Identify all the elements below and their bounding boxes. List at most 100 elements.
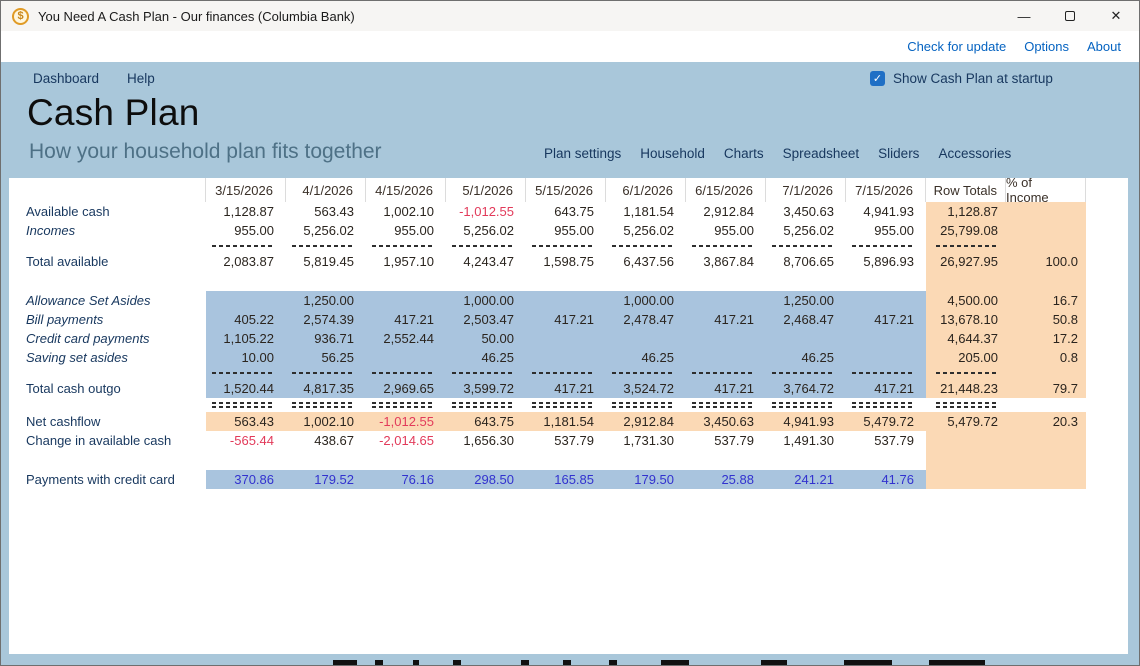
app-window: $ You Need A Cash Plan - Our finances (C… xyxy=(0,0,1140,666)
content-area: 3/15/20264/1/20264/15/20265/1/20265/15/2… xyxy=(1,178,1139,654)
about-link[interactable]: About xyxy=(1087,39,1121,54)
table-cell: 3,764.72 xyxy=(766,379,846,398)
row-date-cells: 1,250.001,000.001,000.001,250.00 xyxy=(206,291,926,310)
coin-dollar-symbol: $ xyxy=(17,10,23,22)
equals-separator xyxy=(936,402,998,407)
maximize-button[interactable] xyxy=(1047,1,1093,31)
dash-separator xyxy=(772,372,834,374)
dash-separator xyxy=(936,372,998,374)
table-cell: 25.88 xyxy=(686,470,766,489)
header-label-cell xyxy=(9,178,206,202)
row-date-cells: 2,083.875,819.451,957.104,243.471,598.75… xyxy=(206,252,926,271)
equals-line xyxy=(852,406,914,408)
dash-separator xyxy=(452,372,514,374)
table-row: Credit card payments1,105.22936.712,552.… xyxy=(9,329,1128,348)
table-row xyxy=(9,240,1128,252)
equals-line xyxy=(532,402,594,404)
table-cell: 955.00 xyxy=(526,221,606,240)
check-for-update-link[interactable]: Check for update xyxy=(907,39,1006,54)
close-icon: ✕ xyxy=(1111,8,1122,24)
band-menu: Dashboard Help xyxy=(33,71,155,86)
table-cell: 298.50 xyxy=(446,470,526,489)
background-window-fragment xyxy=(844,660,892,665)
header-date-cell: 6/15/2026 xyxy=(686,178,766,202)
table-cell: 5,256.02 xyxy=(286,221,366,240)
table-cell xyxy=(206,240,286,252)
header-band: Dashboard Help ✓ Show Cash Plan at start… xyxy=(1,62,1139,178)
equals-line xyxy=(372,402,434,404)
table-cell: 4,243.47 xyxy=(446,252,526,271)
options-link[interactable]: Options xyxy=(1024,39,1069,54)
table-cell: 3,524.72 xyxy=(606,379,686,398)
background-window-fragment xyxy=(375,660,383,665)
dashboard-menu-item[interactable]: Dashboard xyxy=(33,71,99,86)
table-cell xyxy=(686,240,766,252)
dash-separator xyxy=(212,245,274,247)
table-cell xyxy=(526,329,606,348)
table-cell xyxy=(206,398,286,412)
background-window-fragment xyxy=(333,660,357,665)
table-cell xyxy=(526,271,606,291)
checkbox-checked-icon[interactable]: ✓ xyxy=(870,71,885,86)
table-cell xyxy=(846,291,926,310)
equals-separator xyxy=(372,402,434,407)
row-label: Total cash outgo xyxy=(9,379,206,398)
tab-spreadsheet[interactable]: Spreadsheet xyxy=(783,146,860,161)
table-cell: 537.79 xyxy=(686,431,766,450)
table-cell xyxy=(606,450,686,470)
header-date-cell: 4/1/2026 xyxy=(286,178,366,202)
tab-charts[interactable]: Charts xyxy=(724,146,764,161)
row-label: Credit card payments xyxy=(9,329,206,348)
table-cell: 4,941.93 xyxy=(766,412,846,431)
table-cell xyxy=(366,291,446,310)
table-cell xyxy=(366,271,446,291)
table-cell xyxy=(446,367,526,379)
dash-separator xyxy=(532,245,594,247)
dash-separator xyxy=(452,245,514,247)
table-cell: 955.00 xyxy=(366,221,446,240)
startup-checkbox-row[interactable]: ✓ Show Cash Plan at startup xyxy=(870,71,1053,86)
table-cell: 1,002.10 xyxy=(286,412,366,431)
table-cell xyxy=(766,240,846,252)
row-pct-cell xyxy=(1006,202,1086,221)
table-cell xyxy=(286,398,366,412)
table-cell xyxy=(366,367,446,379)
table-cell: 241.21 xyxy=(766,470,846,489)
table-cell: 1,250.00 xyxy=(766,291,846,310)
background-window-fragment xyxy=(453,660,461,665)
table-cell: 3,599.72 xyxy=(446,379,526,398)
cash-plan-table: 3/15/20264/1/20264/15/20265/1/20265/15/2… xyxy=(9,178,1128,489)
equals-line xyxy=(612,402,674,404)
help-menu-item[interactable]: Help xyxy=(127,71,155,86)
table-cell: 5,896.93 xyxy=(846,252,926,271)
table-cell: 417.21 xyxy=(686,379,766,398)
table-cell xyxy=(286,271,366,291)
equals-line xyxy=(212,402,274,404)
table-cell: 4,817.35 xyxy=(286,379,366,398)
table-row: Total cash outgo1,520.444,817.352,969.65… xyxy=(9,379,1128,398)
startup-checkbox-label: Show Cash Plan at startup xyxy=(893,71,1053,86)
table-cell: 1,491.30 xyxy=(766,431,846,450)
table-cell xyxy=(686,291,766,310)
close-button[interactable]: ✕ xyxy=(1093,1,1139,31)
bottom-edge-strip xyxy=(1,654,1139,665)
table-cell: 417.21 xyxy=(366,310,446,329)
table-cell: 1,128.87 xyxy=(206,202,286,221)
tab-household[interactable]: Household xyxy=(640,146,705,161)
row-date-cells: 405.222,574.39417.212,503.47417.212,478.… xyxy=(206,310,926,329)
tab-strip: Plan settings Household Charts Spreadshe… xyxy=(544,146,1011,161)
table-row xyxy=(9,450,1128,470)
tab-sliders[interactable]: Sliders xyxy=(878,146,919,161)
check-icon: ✓ xyxy=(873,72,882,85)
table-cell: 165.85 xyxy=(526,470,606,489)
tab-plan-settings[interactable]: Plan settings xyxy=(544,146,621,161)
row-total-cell: 26,927.95 xyxy=(926,252,1006,271)
table-row xyxy=(9,367,1128,379)
table-cell xyxy=(286,450,366,470)
window-controls: — ✕ xyxy=(1001,1,1139,31)
table-cell xyxy=(446,240,526,252)
tab-accessories[interactable]: Accessories xyxy=(938,146,1011,161)
minimize-button[interactable]: — xyxy=(1001,1,1047,31)
row-label: Total available xyxy=(9,252,206,271)
table-cell: 2,083.87 xyxy=(206,252,286,271)
